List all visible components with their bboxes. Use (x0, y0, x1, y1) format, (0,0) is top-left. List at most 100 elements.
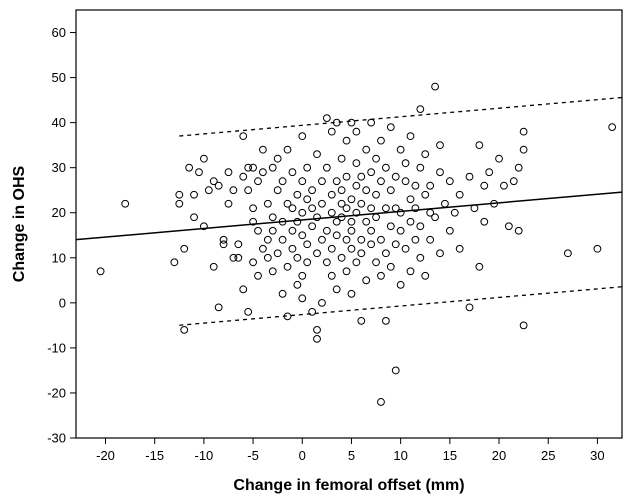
data-point (170, 258, 179, 267)
data-point (377, 398, 385, 406)
data-point (401, 244, 410, 253)
data-point (357, 235, 366, 244)
regression-line (75, 191, 623, 241)
data-point (347, 217, 356, 226)
data-point (367, 204, 376, 213)
data-point (249, 204, 257, 213)
data-point (303, 240, 312, 249)
upper-prediction-band (179, 96, 623, 137)
data-point (352, 258, 361, 267)
data-point (352, 208, 361, 217)
data-point (519, 127, 528, 136)
data-point (254, 177, 262, 186)
data-point (342, 136, 351, 145)
y-tick-label: 60 (52, 25, 66, 40)
data-point (504, 222, 513, 231)
data-point (396, 145, 405, 154)
data-point (450, 208, 459, 217)
data-point (249, 163, 257, 172)
data-point (367, 168, 376, 177)
data-point (465, 172, 474, 181)
data-point (401, 177, 410, 186)
data-point (391, 204, 400, 213)
data-point (327, 190, 336, 199)
data-point (519, 145, 528, 154)
data-point (347, 195, 356, 204)
data-point (396, 226, 405, 235)
data-point (308, 222, 317, 231)
data-points (96, 82, 617, 406)
data-point (411, 235, 420, 244)
data-point (259, 145, 267, 154)
data-point (509, 177, 518, 186)
data-point (308, 204, 317, 213)
data-point (337, 186, 346, 195)
data-point (298, 271, 307, 280)
data-point (278, 177, 287, 186)
data-point (455, 244, 464, 253)
data-point (396, 208, 405, 217)
data-point (234, 240, 243, 249)
data-point (293, 280, 302, 289)
data-point (268, 267, 277, 276)
data-point (283, 262, 292, 271)
data-point (121, 199, 130, 208)
data-point (293, 253, 302, 262)
data-point (406, 132, 415, 141)
data-point (396, 280, 405, 289)
data-point (342, 267, 351, 276)
data-point (342, 235, 351, 244)
data-point (426, 235, 435, 244)
data-point (190, 213, 198, 222)
data-point (357, 316, 366, 325)
data-point (214, 181, 223, 190)
data-point (239, 285, 248, 294)
data-point (273, 154, 282, 163)
data-point (303, 258, 312, 267)
data-point (377, 177, 385, 186)
y-tick-label: -10 (47, 340, 66, 355)
data-point (342, 204, 351, 213)
data-point (495, 154, 503, 163)
data-point (234, 253, 243, 262)
data-point (239, 172, 248, 181)
data-point (273, 249, 282, 258)
data-point (318, 199, 326, 208)
data-point (362, 186, 371, 195)
data-point (372, 154, 380, 163)
data-point (180, 244, 189, 253)
data-point (436, 141, 444, 150)
data-point (421, 190, 430, 199)
data-point (347, 244, 356, 253)
data-point (377, 235, 385, 244)
data-point (254, 271, 262, 280)
data-point (367, 240, 376, 249)
data-point (327, 127, 336, 136)
data-point (288, 168, 297, 177)
y-tick-label: -20 (47, 385, 66, 400)
data-point (322, 163, 331, 172)
data-point (342, 172, 351, 181)
data-point (322, 114, 331, 123)
data-point (563, 249, 572, 258)
data-point (332, 217, 341, 226)
data-point (381, 249, 390, 258)
data-point (313, 334, 321, 343)
data-point (386, 262, 395, 271)
data-point (288, 204, 297, 213)
data-point (431, 213, 439, 222)
data-point (239, 132, 248, 141)
data-point (377, 271, 385, 280)
data-point (318, 177, 326, 186)
data-point (431, 82, 439, 91)
data-point (303, 195, 312, 204)
data-point (347, 289, 356, 298)
data-point (263, 235, 272, 244)
data-point (377, 136, 385, 145)
data-point (298, 177, 307, 186)
data-point (480, 217, 489, 226)
data-point (357, 199, 366, 208)
data-point (244, 307, 253, 316)
data-point (254, 226, 262, 235)
